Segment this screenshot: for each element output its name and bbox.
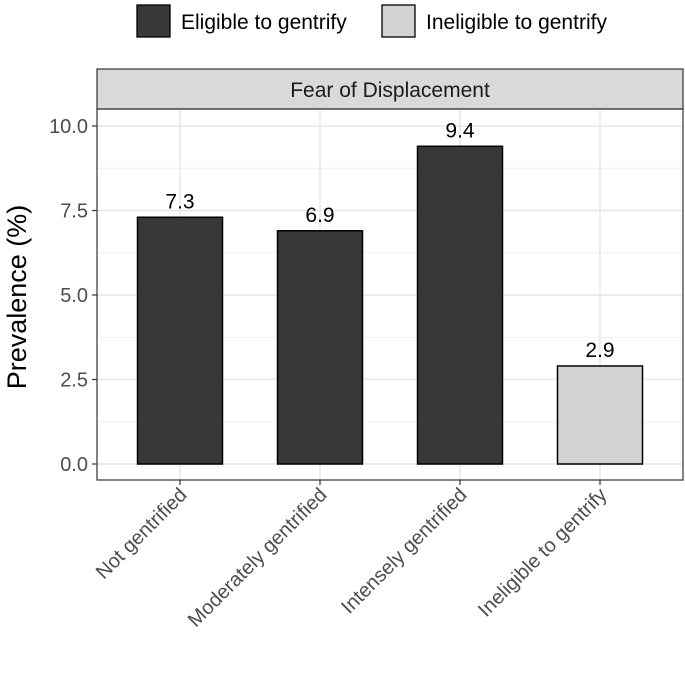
bars: 7.3 6.9 9.4 2.9 [136, 119, 644, 465]
y-tick-label: 2.5 [60, 370, 88, 392]
bar [556, 365, 644, 465]
facet-strip [96, 68, 684, 110]
x-tick-label: Not gentrified [92, 484, 192, 584]
x-tick-label: Moderately gentrified [184, 484, 332, 632]
data-label: 6.9 [305, 204, 334, 227]
bar [416, 145, 504, 465]
legend-swatch [381, 4, 416, 38]
bar [136, 216, 224, 465]
legend: Eligible to gentrify Ineligible to gentri… [136, 4, 607, 38]
bar [276, 230, 364, 465]
facet-title: Fear of Displacement [290, 79, 490, 102]
y-tick-label: 0.0 [60, 454, 88, 476]
legend-label: Ineligible to gentrify [426, 11, 607, 34]
data-label: 2.9 [585, 339, 614, 362]
y-axis-label: Prevalence (%) [2, 205, 32, 390]
legend-label: Eligible to gentrify [181, 11, 347, 34]
legend-swatch [136, 4, 171, 38]
data-label: 9.4 [445, 119, 475, 142]
y-tick-label: 10.0 [49, 116, 88, 138]
y-tick-label: 7.5 [60, 201, 88, 223]
x-tick-label: Ineligible to gentrify [474, 484, 611, 621]
y-tick-label: 5.0 [60, 285, 88, 307]
x-tick-label: Intensely gentrified [337, 484, 471, 618]
data-label: 7.3 [165, 190, 194, 213]
